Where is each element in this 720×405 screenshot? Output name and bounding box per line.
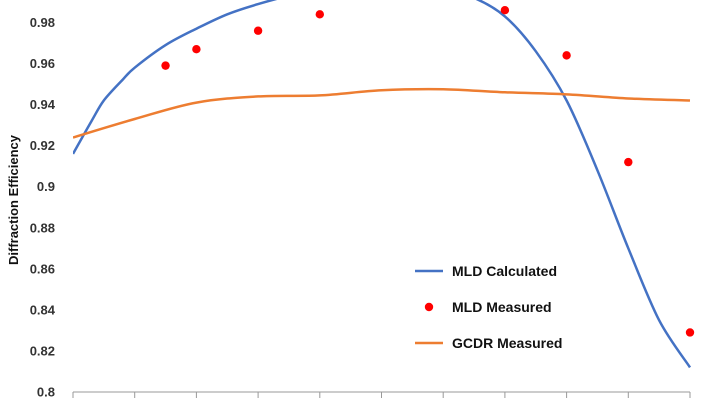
mld-measured-point bbox=[315, 10, 324, 19]
y-axis-title: Diffraction Efficiency bbox=[6, 134, 21, 265]
mld-measured-point bbox=[253, 26, 263, 35]
y-tick-label: 0.84 bbox=[30, 302, 56, 317]
axes bbox=[72, 391, 691, 398]
mld-measured-point bbox=[685, 328, 695, 337]
legend-mld-calculated-label: MLD Calculated bbox=[452, 263, 557, 279]
y-tick-label: 0.9 bbox=[37, 179, 55, 194]
y-tick-label: 0.94 bbox=[30, 97, 56, 112]
y-tick-label: 0.88 bbox=[30, 220, 55, 235]
y-tick-label: 0.8 bbox=[37, 385, 55, 400]
mld-measured-point bbox=[500, 6, 510, 15]
gcdr-measured-line bbox=[73, 87, 691, 139]
series-layer bbox=[73, 0, 695, 369]
y-tick-label: 0.92 bbox=[30, 138, 55, 153]
mld-measured-point bbox=[624, 157, 633, 167]
legend-mld-measured-label: MLD Measured bbox=[452, 299, 552, 315]
y-tick-label: 0.96 bbox=[30, 56, 55, 71]
y-tick-label: 0.82 bbox=[30, 343, 55, 358]
mld-measured-point bbox=[562, 51, 571, 60]
mld-calculated-line bbox=[73, 0, 691, 369]
legend-mld-measured-swatch bbox=[424, 302, 434, 312]
y-tick-label: 0.86 bbox=[30, 261, 55, 276]
mld-measured-point bbox=[192, 45, 201, 54]
legend-gcdr-measured-label: GCDR Measured bbox=[452, 335, 562, 351]
y-tick-labels: 0.8 0.82 0.84 0.86 0.88 0.9 0.92 0.94 0.96 0.98 bbox=[30, 15, 56, 399]
y-tick-label: 0.98 bbox=[30, 15, 55, 30]
legend: MLD Calculated MLD Measured GCDR Measured bbox=[415, 263, 562, 351]
mld-measured-point bbox=[161, 61, 170, 70]
